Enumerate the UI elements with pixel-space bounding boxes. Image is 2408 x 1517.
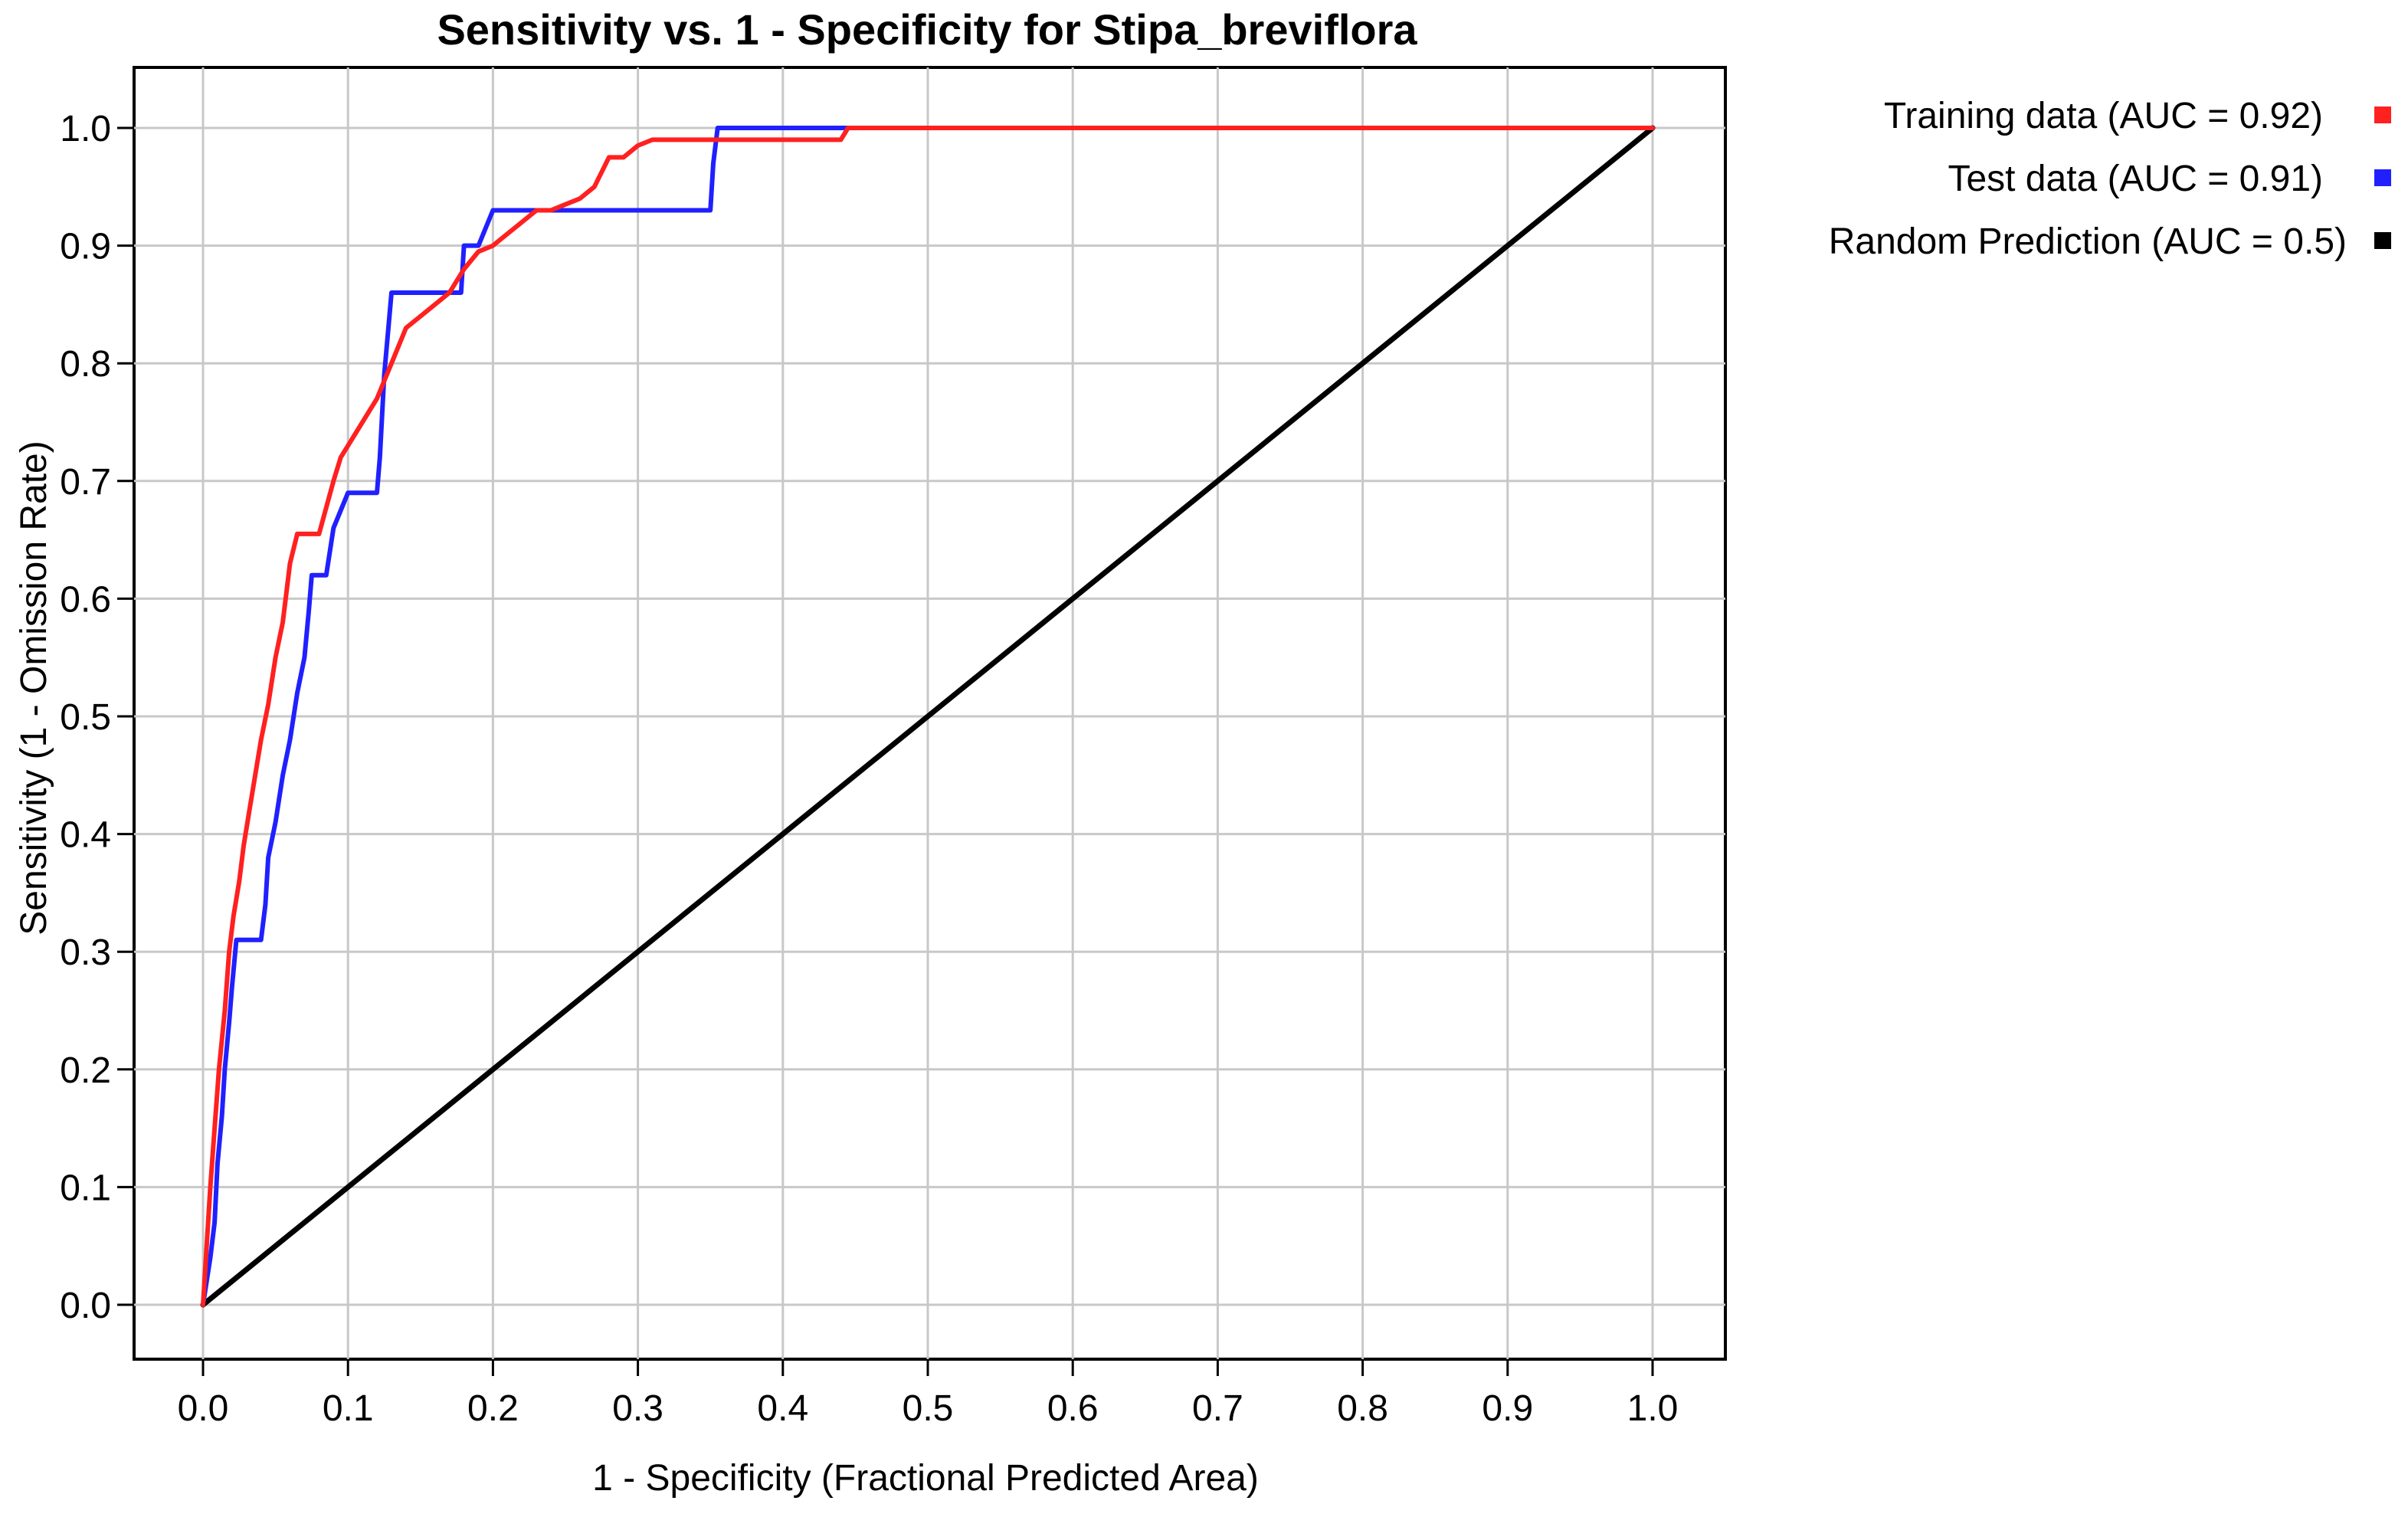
x-tick-label: 0.5 bbox=[903, 1388, 954, 1429]
x-tick-label: 0.9 bbox=[1482, 1388, 1533, 1429]
x-tick-label: 0.3 bbox=[612, 1388, 663, 1429]
legend-swatch bbox=[2374, 232, 2391, 249]
y-tick-label: 0.2 bbox=[60, 1050, 111, 1091]
legend-label: Training data (AUC = 0.92) bbox=[1884, 96, 2323, 136]
legend-swatch bbox=[2374, 106, 2391, 123]
x-axis-label: 1 - Specificity (Fractional Predicted Ar… bbox=[592, 1458, 1259, 1499]
x-axis-ticks: 0.0 0.1 0.2 0.3 0.4 0.5 0.6 0.7 0.8 0.9 1.0 bbox=[178, 1359, 1679, 1429]
y-axis-label: Sensitivity (1 - Omission Rate) bbox=[14, 441, 54, 935]
y-tick-label: 0.1 bbox=[60, 1168, 111, 1208]
legend-swatch bbox=[2374, 169, 2391, 186]
y-tick-label: 0.9 bbox=[60, 227, 111, 267]
y-tick-label: 0.4 bbox=[60, 815, 111, 856]
x-tick-label: 0.4 bbox=[757, 1388, 808, 1429]
legend-label: Random Prediction (AUC = 0.5) bbox=[1829, 221, 2347, 262]
y-axis-ticks: 0.0 0.1 0.2 0.3 0.4 0.5 0.6 0.7 0.8 0.9 1.0 bbox=[60, 109, 134, 1326]
x-tick-label: 0.0 bbox=[178, 1388, 229, 1429]
x-tick-label: 1.0 bbox=[1627, 1388, 1679, 1429]
y-tick-label: 0.6 bbox=[60, 579, 111, 620]
y-tick-label: 1.0 bbox=[60, 109, 111, 149]
grid bbox=[134, 67, 1725, 1359]
y-tick-label: 0.8 bbox=[60, 344, 111, 385]
chart-title: Sensitivity vs. 1 - Specificity for Stip… bbox=[437, 5, 1417, 54]
y-tick-label: 0.7 bbox=[60, 462, 111, 503]
training-data-line bbox=[201, 126, 1655, 1307]
x-tick-label: 0.8 bbox=[1337, 1388, 1388, 1429]
x-tick-label: 0.7 bbox=[1192, 1388, 1243, 1429]
x-tick-label: 0.6 bbox=[1047, 1388, 1099, 1429]
y-tick-label: 0.0 bbox=[60, 1286, 111, 1326]
test-data-line bbox=[201, 126, 1655, 1307]
legend: Training data (AUC = 0.92) Test data (AUC… bbox=[1829, 96, 2391, 262]
y-tick-label: 0.3 bbox=[60, 932, 111, 973]
legend-label: Test data (AUC = 0.91) bbox=[1948, 159, 2323, 199]
x-tick-label: 0.1 bbox=[323, 1388, 374, 1429]
y-tick-label: 0.5 bbox=[60, 697, 111, 738]
random-prediction-line bbox=[200, 125, 1656, 1308]
x-tick-label: 0.2 bbox=[467, 1388, 519, 1429]
series-lines bbox=[200, 125, 1656, 1308]
